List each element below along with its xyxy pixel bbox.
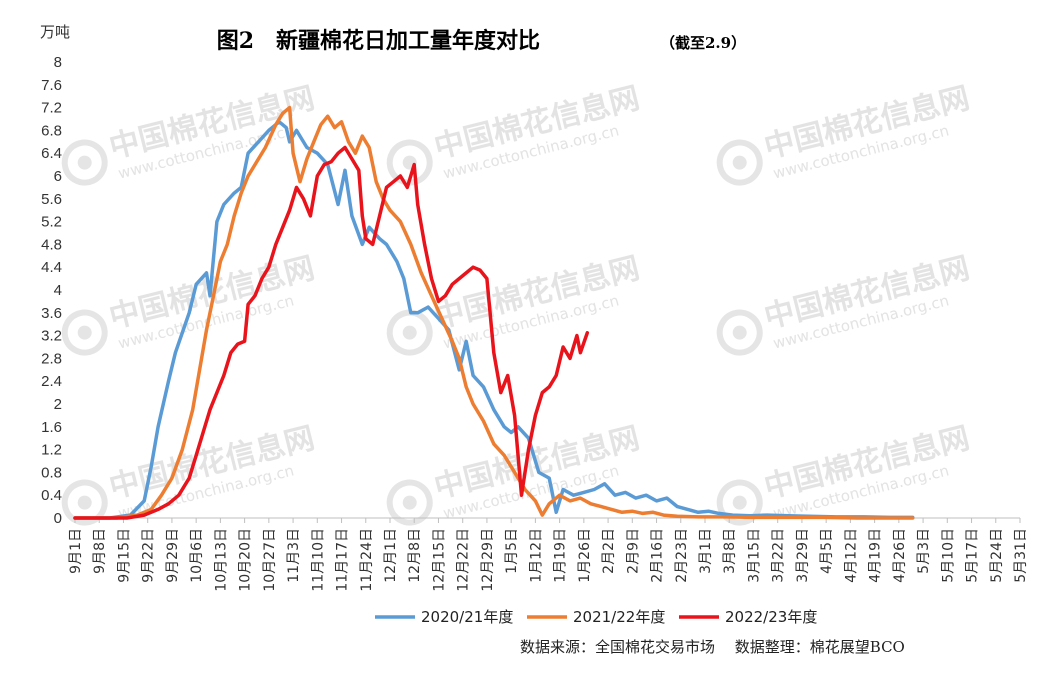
x-tick-label: 10月6日 — [189, 528, 205, 583]
x-tick-label: 3月1日 — [698, 528, 714, 574]
watermark-logo-icon — [716, 479, 763, 526]
legend-item: 2020/21年度 — [375, 608, 513, 626]
y-tick-label: 3.6 — [41, 305, 62, 322]
chart-title: 图2 新疆棉花日加工量年度对比 — [217, 28, 540, 54]
x-tick-label: 3月29日 — [795, 528, 811, 583]
x-tick-label: 3月15日 — [746, 528, 762, 583]
x-tick-label: 12月1日 — [383, 528, 399, 583]
legend-label: 2020/21年度 — [421, 608, 513, 626]
y-tick-label: 3.2 — [41, 328, 62, 345]
x-tick-label: 1月12日 — [528, 528, 544, 583]
x-tick-label: 12月29日 — [480, 528, 496, 592]
y-tick-label: 6.4 — [41, 145, 62, 162]
legend-label: 2021/22年度 — [573, 608, 665, 626]
x-tick-label: 12月22日 — [456, 528, 472, 592]
x-tick-label: 3月8日 — [722, 528, 738, 574]
series-line-3 — [73, 145, 590, 520]
y-tick-label: 5.2 — [41, 214, 62, 231]
x-tick-label: 10月20日 — [238, 528, 254, 592]
y-tick-label: 0.8 — [41, 464, 62, 481]
series-lines — [73, 105, 915, 520]
y-tick-label: 1.6 — [41, 419, 62, 436]
y-tick-label: 6 — [54, 168, 62, 185]
x-tick-label: 12月15日 — [431, 528, 447, 592]
x-tick-label: 12月8日 — [407, 528, 423, 583]
legend-item: 2021/22年度 — [527, 608, 665, 626]
chart-title-main: 图2 新疆棉花日加工量年度对比 — [217, 28, 540, 54]
x-axis: 9月1日 9月8日 9月15日 9月22日 9月29日 10月6日 10月13日 10月20日… — [68, 517, 1029, 592]
x-tick-label: 5月24日 — [989, 528, 1005, 583]
x-tick-label: 2月23日 — [674, 528, 690, 583]
legend-item: 2022/23年度 — [679, 608, 817, 626]
x-tick-label: 10月13日 — [213, 528, 229, 592]
watermark-logo-icon — [716, 309, 763, 356]
watermark-logo-icon — [61, 139, 108, 186]
legend-label: 2022/23年度 — [725, 608, 817, 626]
watermark-logo-icon — [386, 479, 433, 526]
watermark-logo-icon — [61, 309, 108, 356]
y-tick-label: 2.8 — [41, 350, 62, 367]
series-line-2 — [73, 105, 915, 520]
x-tick-label: 4月5日 — [819, 528, 835, 574]
y-tick-label: 4.8 — [41, 236, 62, 253]
x-tick-label: 2月2日 — [601, 528, 617, 574]
y-tick-label: 4.4 — [41, 259, 62, 276]
x-tick-label: 1月5日 — [504, 528, 520, 574]
x-tick-label: 11月10日 — [310, 528, 326, 592]
x-tick-label: 5月17日 — [965, 528, 981, 583]
x-tick-label: 11月3日 — [286, 528, 302, 583]
x-tick-label: 3月22日 — [771, 528, 787, 583]
watermark-logo-icon — [386, 309, 433, 356]
y-tick-label: 0.4 — [41, 487, 62, 504]
y-tick-label: 1.2 — [41, 442, 62, 459]
series-line-1 — [73, 120, 915, 520]
source-note: 数据来源：全国棉花交易市场 数据整理：棉花展望BCO — [520, 638, 905, 656]
x-tick-label: 4月26日 — [892, 528, 908, 583]
y-tick-label: 5.6 — [41, 191, 62, 208]
x-tick-label: 4月19日 — [868, 528, 884, 583]
x-tick-label: 10月27日 — [262, 528, 278, 592]
x-tick-label: 11月24日 — [359, 528, 375, 592]
x-tick-label: 4月12日 — [843, 528, 859, 583]
y-tick-label: 7.2 — [41, 100, 62, 117]
x-tick-label: 11月17日 — [335, 528, 351, 592]
x-tick-label: 9月15日 — [116, 528, 132, 583]
legend: 2020/21年度 2021/22年度 2022/23年度 — [375, 608, 817, 626]
y-tick-label: 8 — [54, 54, 62, 71]
x-tick-label: 9月22日 — [141, 528, 157, 583]
chart-title-note: （截至2.9） — [660, 34, 746, 52]
x-tick-label: 1月19日 — [553, 528, 569, 583]
x-tick-label: 2月16日 — [650, 528, 666, 583]
y-tick-label: 0 — [54, 510, 62, 527]
x-tick-label: 1月26日 — [577, 528, 593, 583]
y-tick-label: 2.4 — [41, 373, 62, 390]
x-tick-label: 9月1日 — [68, 528, 84, 574]
y-tick-label: 6.8 — [41, 122, 62, 139]
x-tick-label: 2月9日 — [625, 528, 641, 574]
y-axis-unit-label: 万吨 — [40, 24, 70, 41]
y-tick-label: 7.6 — [41, 77, 62, 94]
x-tick-label: 5月31日 — [1013, 528, 1029, 583]
x-tick-label: 9月8日 — [92, 528, 108, 574]
watermark-logo-icon — [61, 479, 108, 526]
x-tick-label: 5月10日 — [940, 528, 956, 583]
x-tick-label: 9月29日 — [165, 528, 181, 583]
x-tick-label: 5月3日 — [916, 528, 932, 574]
y-tick-label: 2 — [54, 396, 62, 413]
y-tick-label: 4 — [54, 282, 62, 299]
watermark-logo-icon — [716, 139, 763, 186]
y-axis-ticks: 0 0.4 0.8 1.2 1.6 2 2.4 2.8 3.2 3.6 4 4.4 4.8 5.2 5.6 6… — [41, 54, 62, 527]
